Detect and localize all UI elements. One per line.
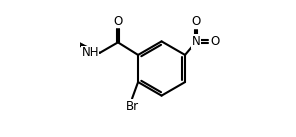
Text: O: O	[192, 15, 201, 28]
Text: Br: Br	[126, 100, 139, 113]
Text: N: N	[192, 35, 201, 48]
Text: O: O	[210, 35, 219, 48]
Text: NH: NH	[82, 46, 99, 59]
Text: O: O	[113, 15, 123, 28]
